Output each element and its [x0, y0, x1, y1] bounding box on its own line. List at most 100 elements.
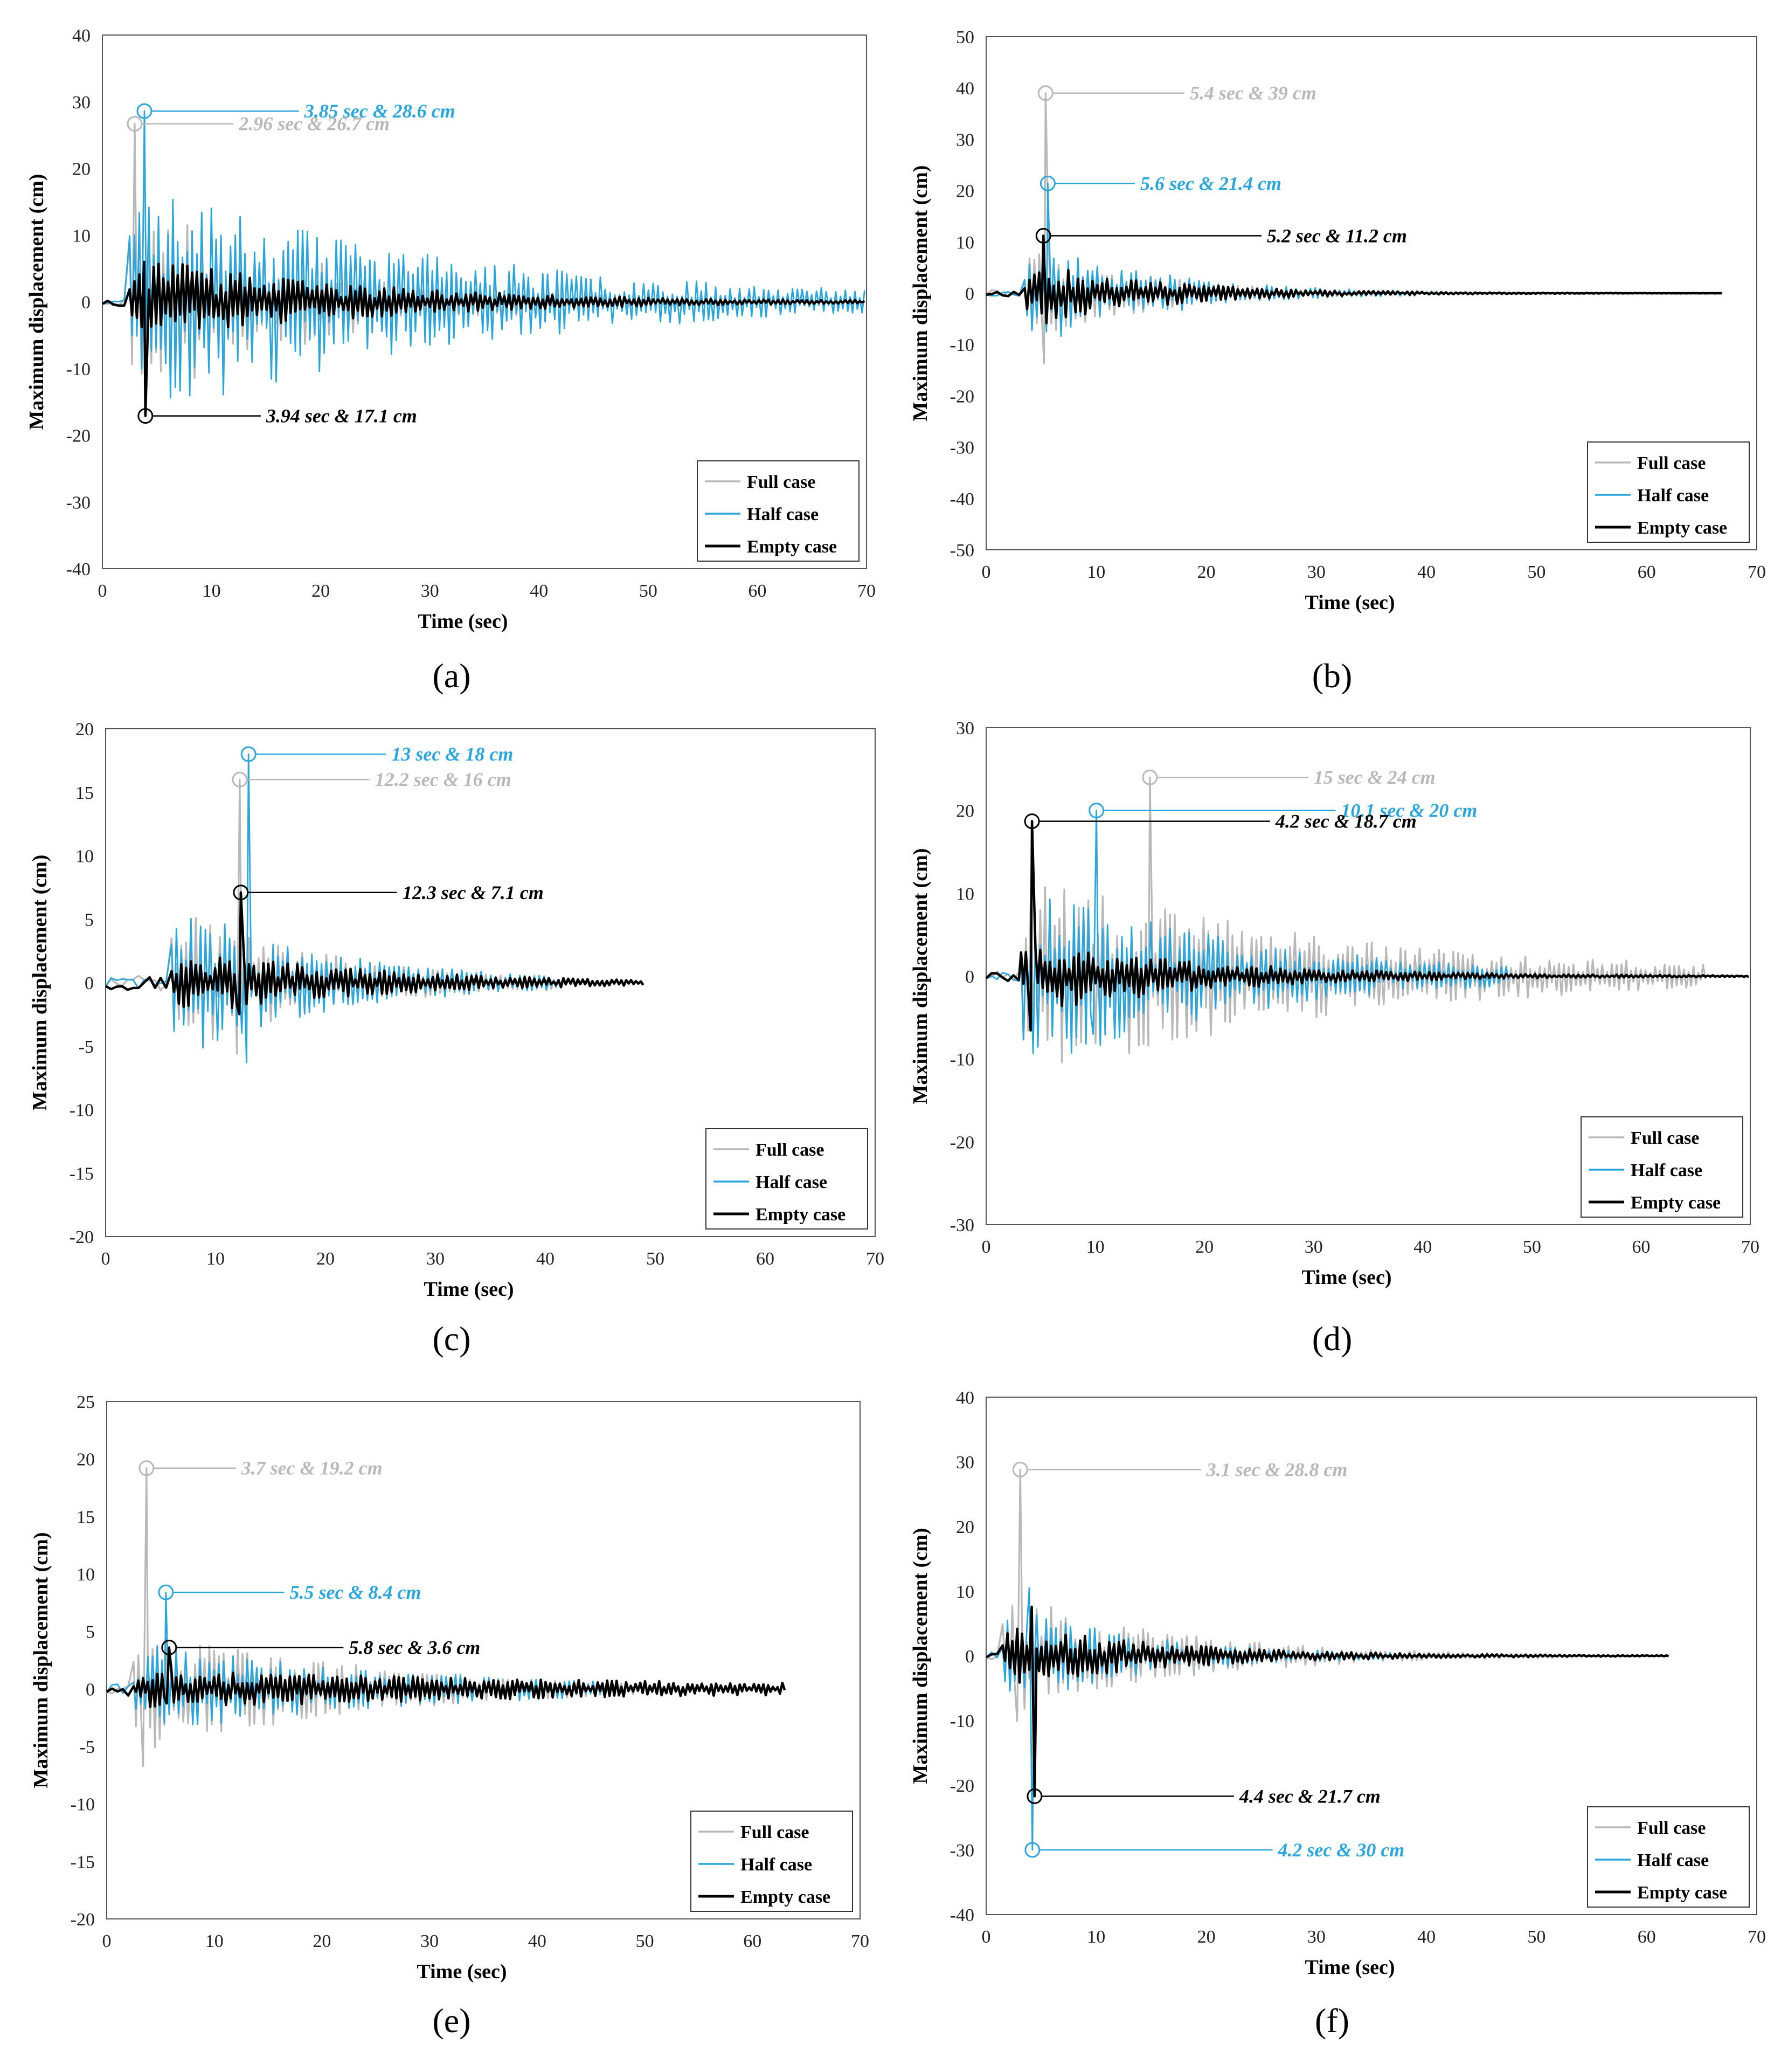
- legend-label: Full case: [740, 1822, 809, 1842]
- series-line-empty: [106, 1646, 786, 1708]
- x-tick-label: 60: [756, 1249, 774, 1269]
- x-tick-label: 60: [748, 581, 766, 601]
- x-tick-label: 20: [311, 581, 330, 601]
- x-tick-label: 20: [313, 1931, 331, 1951]
- y-tick-label: -10: [950, 335, 974, 355]
- x-tick-label: 10: [206, 1249, 225, 1269]
- y-tick-label: 5: [86, 1622, 95, 1642]
- y-tick-label: 30: [956, 719, 974, 738]
- panel-label: (a): [432, 657, 470, 695]
- x-tick-label: 20: [1195, 1237, 1214, 1257]
- y-tick-label: 40: [956, 1388, 974, 1408]
- legend-box: [690, 1811, 853, 1912]
- y-tick-label: -40: [66, 560, 91, 579]
- legend-label: Full case: [756, 1140, 824, 1160]
- y-tick-label: 30: [956, 130, 974, 150]
- legend-label: Half case: [747, 505, 819, 524]
- y-tick-label: -30: [950, 1841, 974, 1861]
- y-tick-label: 40: [956, 79, 974, 99]
- y-tick-label: -40: [950, 1905, 974, 1925]
- panel-label: (c): [432, 1320, 470, 1358]
- x-tick-label: 30: [426, 1249, 445, 1269]
- y-tick-label: 20: [956, 182, 974, 202]
- x-tick-label: 70: [1748, 562, 1766, 582]
- x-tick-label: 20: [316, 1249, 335, 1269]
- annotation-label: 4.2 sec & 30 cm: [1277, 1839, 1404, 1861]
- panel-label: (b): [1312, 657, 1353, 695]
- x-tick-label: 0: [982, 1927, 991, 1947]
- panel-label: (d): [1312, 1320, 1353, 1358]
- annotation-label: 12.2 sec & 16 cm: [375, 769, 511, 790]
- annotation-label: 13 sec & 18 cm: [391, 743, 513, 765]
- chart-panel: -30 -20 -10 0 10 20 30 0 10 20 30 40 50 60 70 Time (sec…: [909, 719, 1759, 1358]
- x-tick-label: 0: [101, 1249, 110, 1269]
- x-tick-label: 0: [102, 1931, 112, 1951]
- x-tick-label: 30: [421, 581, 439, 601]
- legend-label: Empty case: [1637, 1883, 1727, 1903]
- series-line-empty: [986, 234, 1722, 324]
- y-tick-label: -20: [950, 386, 974, 406]
- legend: Full case Half case Empty case: [690, 1811, 853, 1912]
- x-tick-label: 10: [1087, 562, 1105, 582]
- legend-label: Full case: [1631, 1128, 1699, 1148]
- chart-panel: -20 -15 -10 -5 0 5 10 15 20 0 10 20 30 40 50 60 70 Time (…: [29, 720, 884, 1358]
- legend: Full case Half case Empty case: [1581, 1116, 1743, 1218]
- legend-label: Half case: [756, 1172, 827, 1192]
- annotation-label: 2.96 sec & 26.7 cm: [238, 113, 390, 135]
- x-tick-label: 20: [1197, 562, 1216, 582]
- annotation-label: 15 sec & 24 cm: [1314, 766, 1436, 788]
- y-tick-label: -20: [66, 426, 91, 446]
- x-tick-label: 0: [982, 562, 991, 582]
- annotation-label: 10.1 sec & 20 cm: [1341, 800, 1477, 821]
- x-tick-label: 50: [646, 1249, 664, 1269]
- y-tick-label: 0: [85, 973, 94, 993]
- annotation-label: 4.4 sec & 21.7 cm: [1239, 1785, 1381, 1807]
- x-tick-label: 40: [528, 1931, 546, 1951]
- y-tick-label: -20: [71, 1910, 95, 1930]
- annotation-label: 3.94 sec & 17.1 cm: [266, 405, 417, 427]
- y-tick-label: 15: [77, 1507, 95, 1527]
- panel-label: (e): [432, 2001, 470, 2040]
- x-tick-label: 30: [1305, 1237, 1323, 1257]
- legend: Full case Half case Empty case: [705, 1128, 868, 1230]
- y-tick-label: 10: [77, 1565, 95, 1585]
- legend: Full case Half case Empty case: [697, 460, 860, 562]
- x-tick-label: 30: [1307, 1927, 1326, 1947]
- legend: Full case Half case Empty case: [1587, 1806, 1750, 1908]
- y-tick-label: -10: [950, 1050, 974, 1070]
- y-tick-label: 0: [81, 293, 91, 313]
- y-tick-label: -10: [66, 360, 91, 379]
- y-tick-label: 15: [75, 783, 94, 803]
- x-tick-label: 70: [851, 1931, 869, 1951]
- x-tick-label: 0: [98, 581, 107, 601]
- y-tick-label: 0: [965, 284, 974, 304]
- x-tick-label: 10: [1087, 1927, 1105, 1947]
- y-tick-label: 5: [85, 910, 94, 930]
- x-tick-label: 50: [1527, 562, 1546, 582]
- y-tick-label: 20: [75, 720, 94, 740]
- x-tick-label: 10: [1086, 1237, 1105, 1257]
- y-tick-label: -15: [70, 1164, 94, 1184]
- y-tick-label: -20: [950, 1776, 974, 1796]
- legend-label: Empty case: [747, 537, 837, 557]
- x-tick-label: 50: [636, 1931, 654, 1951]
- x-tick-label: 70: [866, 1249, 884, 1269]
- annotation-label: 3.85 sec & 28.6 cm: [304, 100, 455, 122]
- chart-panel: -20 -15 -10 -5 0 5 10 15 20 25 0 10 20 30 40 50 60 70 Time…: [30, 1392, 869, 2040]
- annotation-label: 5.2 sec & 11.2 cm: [1267, 225, 1407, 246]
- x-tick-label: 70: [1748, 1927, 1766, 1947]
- annotation-label: 5.4 sec & 39 cm: [1190, 82, 1316, 104]
- x-tick-label: 60: [1638, 562, 1656, 582]
- x-axis-label: Time (sec): [418, 610, 508, 633]
- annotation-label: 12.3 sec & 7.1 cm: [403, 882, 544, 903]
- y-tick-label: 50: [956, 27, 974, 47]
- legend-label: Full case: [1637, 1818, 1706, 1838]
- y-tick-label: -15: [71, 1852, 95, 1872]
- x-tick-label: 40: [1417, 562, 1436, 582]
- y-tick-label: -10: [70, 1101, 94, 1121]
- y-tick-label: -20: [70, 1227, 94, 1247]
- legend-label: Empty case: [740, 1887, 830, 1907]
- x-tick-label: 60: [1638, 1927, 1656, 1947]
- y-tick-label: -5: [80, 1737, 95, 1757]
